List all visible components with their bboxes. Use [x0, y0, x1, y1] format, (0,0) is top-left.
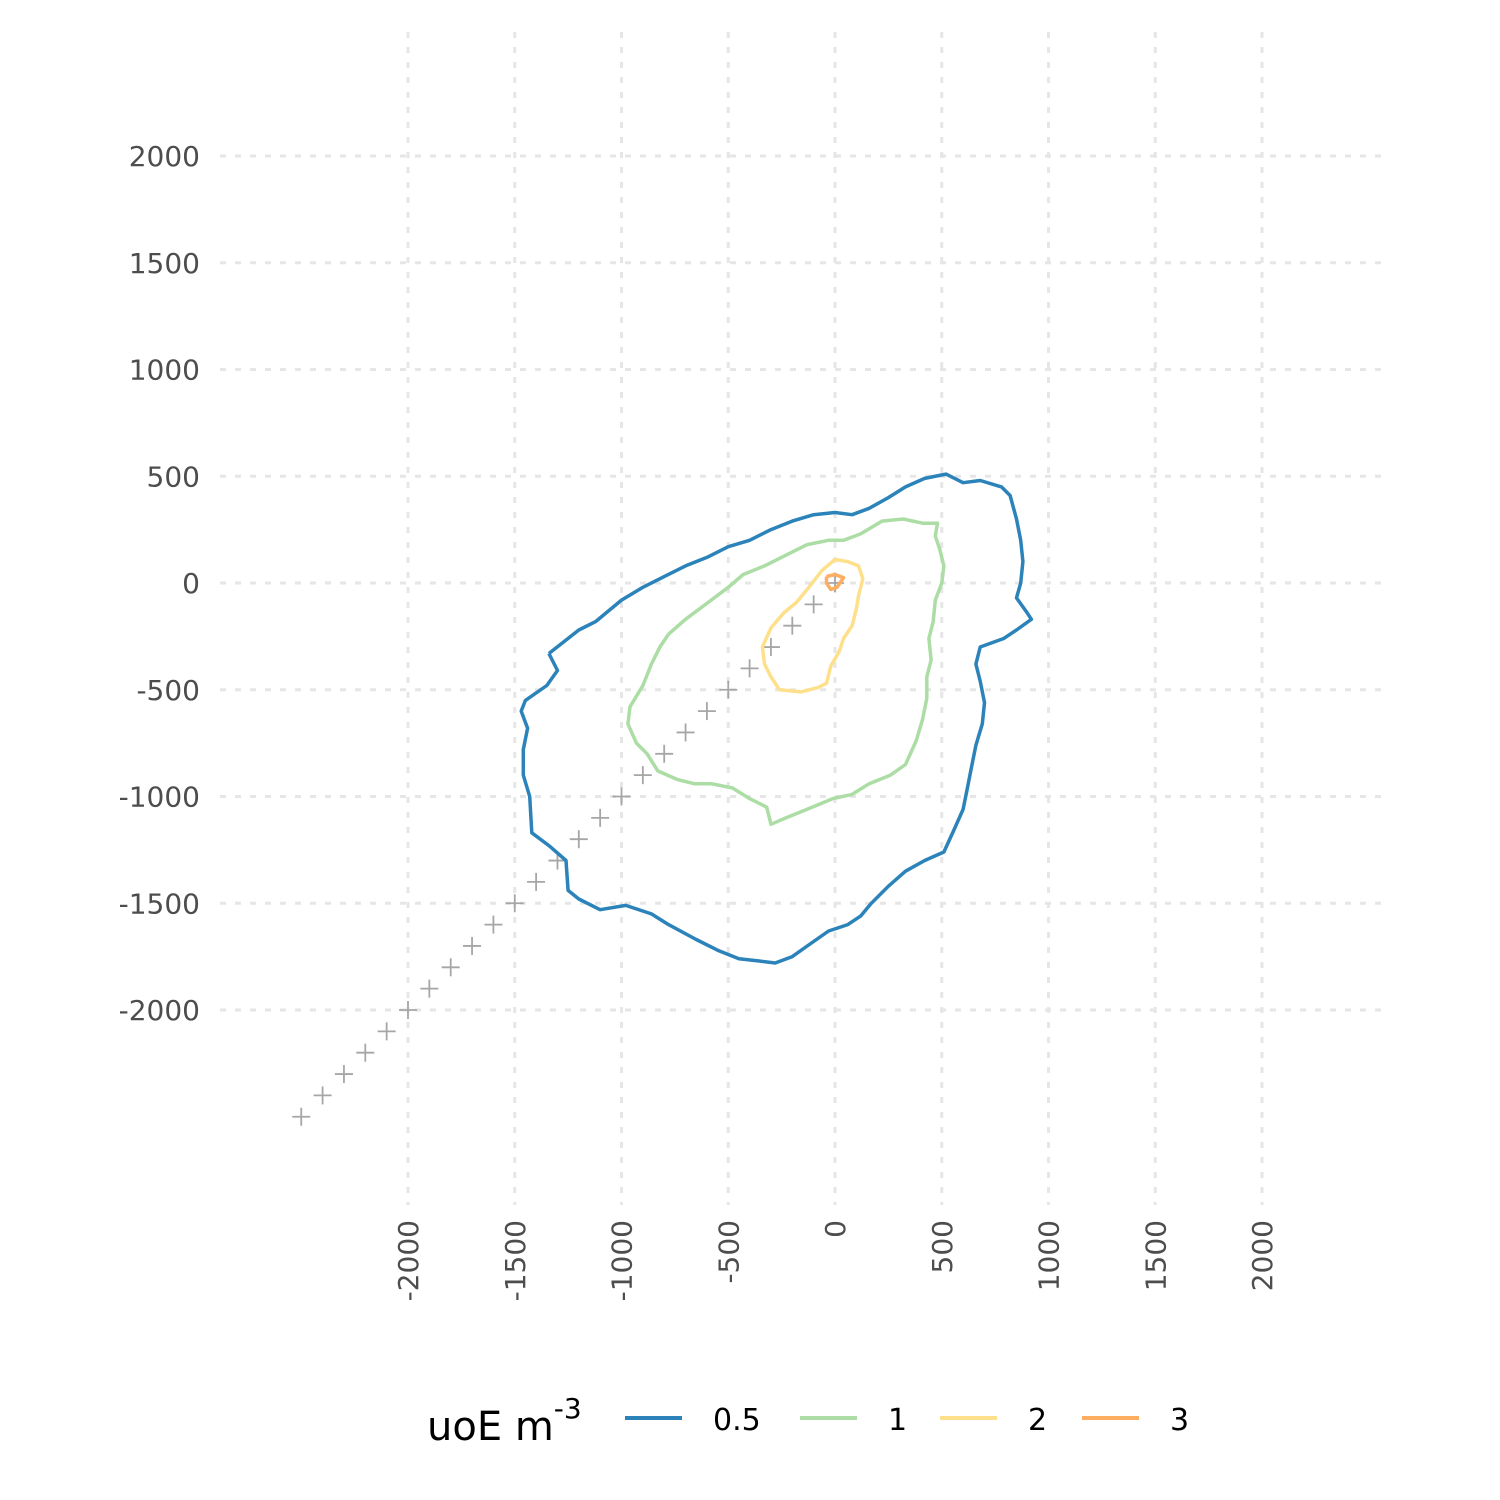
cross-marker — [761, 638, 780, 657]
legend-entry: 2 — [940, 1403, 1047, 1438]
cross-marker — [740, 659, 759, 678]
grid — [220, 32, 1385, 1205]
legend-entries: 0.5 1 2 3 — [625, 1403, 1189, 1438]
x-tick-label: 1500 — [1139, 1220, 1172, 1291]
x-tick-label: -2000 — [392, 1220, 425, 1301]
legend-entry: 1 — [800, 1403, 907, 1438]
legend-title-base: uoE m — [427, 1404, 554, 1450]
cross-marker — [292, 1107, 311, 1126]
y-tick-label: -1500 — [119, 887, 200, 920]
contour-lines — [519, 472, 1034, 965]
legend-title-exponent: -3 — [554, 1392, 582, 1425]
cross-marker — [334, 1065, 353, 1084]
cross-marker — [804, 595, 823, 614]
x-axis: -2000 -1500 -1000 -500 0 500 1000 1500 2000 — [392, 1220, 1279, 1301]
legend-label: 1 — [888, 1403, 907, 1438]
cross-marker — [441, 958, 460, 977]
legend-entry: 3 — [1082, 1403, 1189, 1438]
contour-level-3 — [824, 572, 846, 592]
legend-entry: 0.5 — [625, 1403, 761, 1438]
legend-title: uoE m-3 — [427, 1392, 582, 1450]
diagonal-cross-markers — [292, 574, 844, 1126]
cross-marker — [676, 723, 695, 742]
x-tick-label: -500 — [712, 1220, 745, 1284]
cross-marker — [569, 830, 588, 849]
cross-marker — [527, 872, 546, 891]
y-tick-label: 0 — [182, 567, 200, 600]
x-tick-label: 500 — [926, 1220, 959, 1273]
contour-level-2 — [760, 557, 865, 694]
cross-marker — [591, 808, 610, 827]
y-tick-label: -500 — [136, 674, 200, 707]
cross-marker — [399, 1001, 417, 1019]
cross-marker — [783, 616, 802, 635]
x-tick-label: 0 — [819, 1220, 852, 1238]
cross-marker — [505, 894, 524, 913]
cross-marker — [484, 915, 503, 934]
contour-level-0.5 — [519, 472, 1034, 965]
cross-marker — [377, 1022, 396, 1041]
legend-label: 3 — [1170, 1403, 1189, 1438]
cross-marker — [463, 936, 482, 955]
y-tick-label: 500 — [147, 460, 200, 493]
cross-marker — [356, 1043, 375, 1062]
y-tick-label: -2000 — [119, 994, 200, 1027]
cross-marker — [655, 744, 674, 763]
cross-marker — [697, 702, 716, 721]
x-tick-label: -1000 — [606, 1220, 639, 1301]
x-tick-label: -1500 — [499, 1220, 532, 1301]
x-tick-label: 1000 — [1033, 1220, 1066, 1291]
cross-marker — [719, 680, 738, 699]
legend: uoE m-3 0.5 1 2 3 — [427, 1392, 1189, 1450]
cross-marker — [633, 766, 652, 785]
y-tick-label: 2000 — [129, 140, 200, 173]
y-axis: 2000 1500 1000 500 0 -500 -1000 -1500 -2000 — [119, 140, 200, 1027]
legend-label: 0.5 — [713, 1403, 761, 1438]
y-tick-label: -1000 — [119, 781, 200, 814]
x-tick-label: 2000 — [1246, 1220, 1279, 1291]
y-tick-label: 1000 — [129, 354, 200, 387]
y-tick-label: 1500 — [129, 247, 200, 280]
legend-label: 2 — [1028, 1403, 1047, 1438]
cross-marker — [313, 1086, 332, 1105]
cross-marker — [612, 787, 631, 806]
contour-level-1 — [626, 517, 946, 827]
cross-marker — [420, 979, 439, 998]
